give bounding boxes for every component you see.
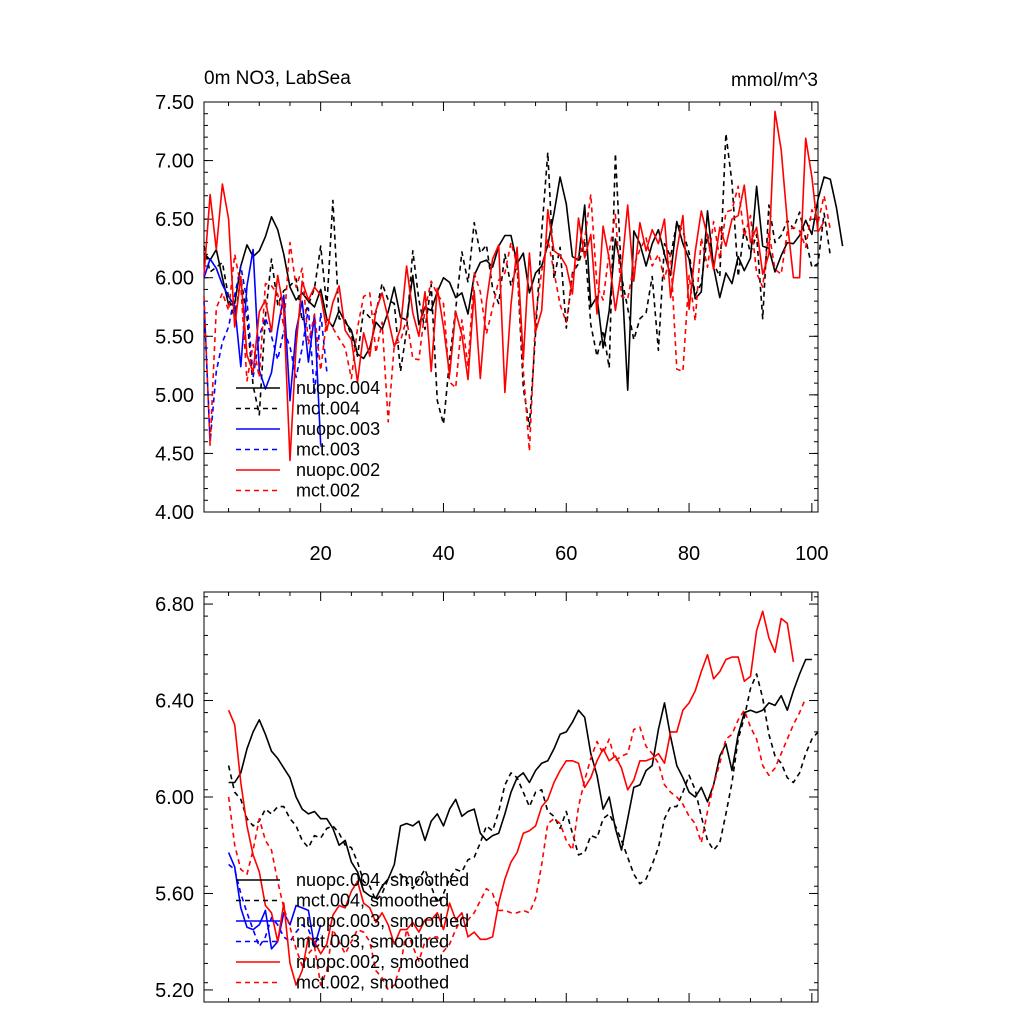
legend: nuopc.004mct.004nuopc.003mct.003nuopc.00… <box>236 378 380 501</box>
y-tick-label: 6.40 <box>155 691 194 713</box>
series-line-nuopc-003-smoothed <box>227 852 322 950</box>
y-tick-label: 4.00 <box>155 502 194 524</box>
series-line-nuopc-004 <box>203 176 844 392</box>
y-tick-label: 7.50 <box>155 92 194 114</box>
legend-label: nuopc.002, smoothed <box>296 952 469 972</box>
y-tick-label: 5.00 <box>155 385 194 407</box>
series-line-nuopc-002 <box>203 110 825 462</box>
x-tick-label: 40 <box>432 543 454 565</box>
legend-label: mct.004, smoothed <box>296 891 449 911</box>
x-tick-label: 20 <box>310 543 332 565</box>
series-line-nuopc-003 <box>203 248 322 446</box>
series-group <box>227 610 819 991</box>
legend-label: nuopc.004 <box>296 378 380 398</box>
y-tick-label: 5.60 <box>155 883 194 905</box>
legend-label: nuopc.002 <box>296 460 380 480</box>
series-group <box>203 110 844 462</box>
y-tick-label: 6.80 <box>155 594 194 616</box>
tick-group: 4.00 4.50 5.00 5.50 6.00 6.50 7.00 7.50 20 40 60 80… <box>155 92 828 565</box>
series-line-mct-004-smoothed <box>227 673 819 904</box>
legend-label: mct.002 <box>296 481 360 501</box>
series-line-nuopc-004-smoothed <box>228 658 812 900</box>
panel-bottom: 5.20 5.60 6.00 6.40 6.80 nuopc.004, smoothed… <box>155 591 819 1003</box>
tick-group: 5.20 5.60 6.00 6.40 6.80 <box>155 592 818 1003</box>
y-tick-label: 6.00 <box>155 268 194 290</box>
chart-units: mmol/m^3 <box>731 70 818 91</box>
panel-top: 0m NO3, LabSea mmol/m^3 4.00 4.50 5.00 5.50… <box>155 68 844 565</box>
legend-label: nuopc.004, smoothed <box>296 870 469 890</box>
legend-label: nuopc.003 <box>296 419 380 439</box>
y-tick-label: 7.00 <box>155 151 194 173</box>
x-tick-label: 80 <box>678 543 700 565</box>
chart-title: 0m NO3, LabSea <box>204 68 351 89</box>
legend-label: nuopc.003, smoothed <box>296 911 469 931</box>
y-tick-label: 4.50 <box>155 443 194 465</box>
legend-label: mct.004 <box>296 399 360 419</box>
series-line-nuopc-002-smoothed <box>227 610 795 986</box>
series-line-mct-002-smoothed <box>227 697 807 991</box>
legend-label: mct.003, smoothed <box>296 932 449 952</box>
y-tick-label: 5.20 <box>155 980 194 1002</box>
legend-label: mct.003 <box>296 440 360 460</box>
legend-label: mct.002, smoothed <box>296 973 449 993</box>
y-tick-label: 6.00 <box>155 787 194 809</box>
series-line-mct-002 <box>203 185 832 452</box>
x-tick-label: 100 <box>795 543 828 565</box>
series-line-mct-003 <box>203 265 328 443</box>
x-tick-label: 60 <box>555 543 577 565</box>
y-tick-label: 6.50 <box>155 209 194 231</box>
y-tick-label: 5.50 <box>155 326 194 348</box>
